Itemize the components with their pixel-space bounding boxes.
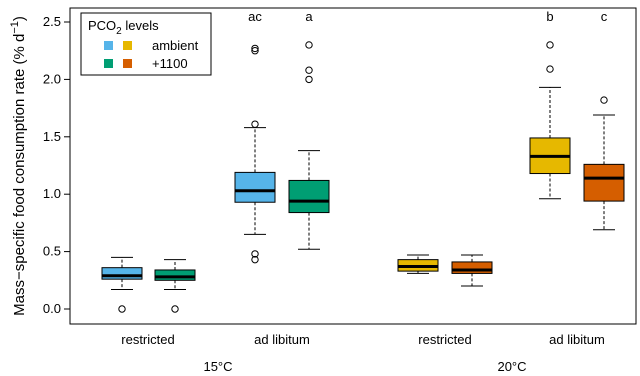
outlier-point (251, 120, 259, 128)
legend-swatch (123, 41, 132, 50)
legend-box (80, 12, 212, 76)
y-tick-label: 2.5 (43, 14, 61, 29)
outlier-point (251, 250, 259, 258)
y-axis-label: Mass−specific food consumption rate (% d… (9, 16, 28, 316)
box-iqr (101, 267, 143, 280)
box-20c-ad-libitum-ambient: b (529, 9, 571, 200)
legend-swatch (104, 59, 113, 68)
x-group-label: 20°C (497, 359, 526, 374)
outlier-point (251, 44, 259, 53)
x-group-label: 15°C (203, 359, 232, 374)
box-iqr (154, 269, 196, 281)
outlier-point (305, 75, 313, 84)
outlier-point (171, 305, 179, 313)
y-tick-label: 0.5 (43, 244, 61, 259)
box-20c-restricted-elevated (451, 254, 493, 287)
box-iqr (234, 171, 276, 203)
x-category-label: ad libitum (549, 332, 605, 347)
box-20c-ad-libitum-elevated: c (583, 9, 625, 231)
y-tick-label: 2.0 (43, 71, 61, 86)
outlier-point (546, 41, 554, 49)
significance-letter: a (305, 9, 313, 24)
box-20c-restricted-ambient (397, 254, 439, 274)
significance-letter: ac (248, 9, 262, 24)
box-15c-ad-libitum-elevated: a (288, 9, 330, 250)
box-15c-restricted-elevated (154, 259, 196, 313)
significance-letter: b (546, 9, 553, 24)
box-iqr (583, 163, 625, 202)
box-15c-restricted-ambient (101, 256, 143, 313)
y-tick-label: 0.0 (43, 301, 61, 316)
plot-frame (69, 7, 637, 325)
x-category-label: ad libitum (254, 332, 310, 347)
outlier-point (118, 305, 126, 313)
axes: 0.0 0.5 1.0 1.5 2.0 2.5 Mass−specific food con… (9, 7, 637, 325)
x-category-label: restricted (121, 332, 174, 347)
x-category-label: restricted (418, 332, 471, 347)
outlier-point (600, 96, 608, 104)
outlier-point (546, 65, 554, 73)
legend-label: +1100 (152, 56, 188, 71)
significance-letter: c (601, 9, 608, 24)
boxes: ac a b c (101, 9, 625, 313)
y-tick-label: 1.5 (43, 129, 61, 144)
box-iqr (451, 261, 493, 274)
outlier-point (305, 66, 313, 74)
legend-title: PCO2 levels (88, 18, 159, 37)
labels: restricted ad libitum restricted ad libitum… (121, 332, 605, 374)
outlier-point (305, 41, 313, 49)
outlier-point (251, 47, 259, 55)
legend-swatch (123, 59, 132, 68)
legend-swatch (104, 41, 113, 50)
y-tick-label: 1.0 (43, 186, 61, 201)
outlier-point (251, 255, 259, 264)
box-15c-ad-libitum-ambient: ac (234, 9, 276, 264)
legend-label: ambient (152, 38, 199, 53)
box-iqr (288, 179, 330, 214)
